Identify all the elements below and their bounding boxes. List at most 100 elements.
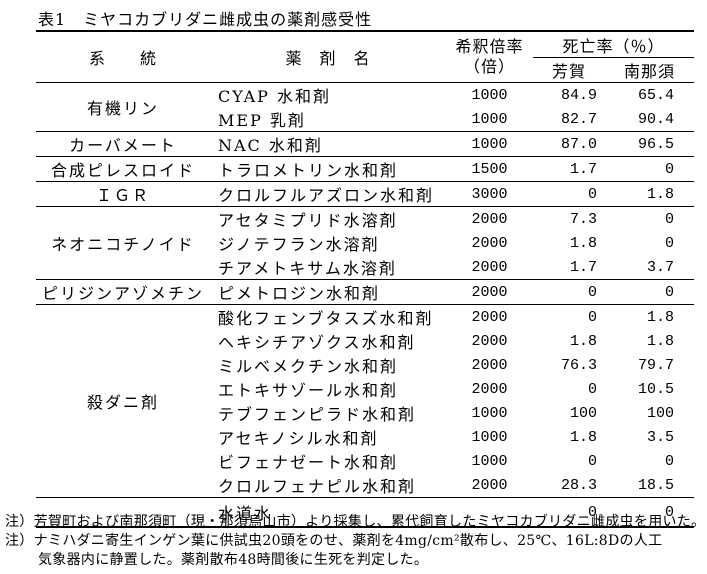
dilution-cell: 1000	[446, 131, 533, 157]
mortality-minaminasu-cell: 1.8	[605, 181, 695, 207]
dilution-cell: 2000	[471, 308, 508, 326]
table-row: ビフェナゼート水和剤 1000 0 0	[36, 449, 694, 473]
group-cell: 合成ピレスロイド	[36, 156, 210, 182]
table-row: 有機リン CYAP 水和剤 1000 84.9 65.4	[36, 82, 694, 132]
mortality-haga-cell: 84.9	[560, 86, 597, 104]
mortality-minaminasu-cell: 1.8	[647, 332, 675, 350]
group-cell: 有機リン	[36, 82, 210, 132]
mortality-haga-cell: 0	[533, 181, 605, 207]
pesticide-cell: ヘキシチアゾクス水和剤	[218, 333, 416, 352]
mortality-minaminasu-cell: 0	[665, 210, 675, 228]
mortality-haga-cell: 0	[587, 380, 597, 398]
mortality-minaminasu-cell: 3.7	[605, 255, 695, 280]
dilution-cell: 1000	[471, 452, 508, 470]
pesticide-cell: チアメトキサム水溶剤	[210, 255, 446, 280]
group-cell: ＩＧＲ	[36, 181, 210, 207]
col-header-haga: 芳賀	[551, 62, 586, 81]
dilution-cell: 1000	[471, 86, 508, 104]
table-row: ネオニコチノイド アセタミプリド水溶剤 2000 7.3 0	[36, 206, 694, 280]
mortality-minaminasu-cell: 90.4	[605, 107, 695, 132]
table-row: カーバメート NAC 水和剤 1000 87.0 96.5	[36, 131, 695, 157]
mortality-haga-cell: 1.8	[569, 428, 597, 446]
mortality-haga-cell: 1.8	[569, 234, 597, 252]
pesticide-cell: ピメトロジン水和剤	[210, 279, 446, 305]
group-cell: ネオニコチノイド	[36, 206, 210, 280]
table-row: クロルフェナピル水和剤 2000 28.3 18.5	[36, 473, 695, 498]
mortality-minaminasu-cell: 100	[647, 404, 675, 422]
table-row: テブフェンピラド水和剤 1000 100 100	[36, 401, 694, 425]
mortality-minaminasu-cell: 3.5	[647, 428, 675, 446]
dilution-cell: 2000	[446, 473, 533, 498]
dilution-cell: 1000	[446, 107, 533, 132]
mortality-haga-cell: 1.7	[533, 156, 605, 182]
dilution-cell: 3000	[446, 181, 533, 207]
dilution-cell: 1500	[446, 156, 533, 182]
pesticide-cell: エトキサゾール水和剤	[218, 381, 399, 400]
table-row: ミルベメクチン水和剤 2000 76.3 79.7	[36, 353, 694, 377]
table-row: ピリジンアゾメチン ピメトロジン水和剤 2000 0 0	[36, 279, 695, 305]
group-cell: 殺ダニ剤	[36, 304, 210, 498]
pesticide-cell: CYAP 水和剤	[218, 87, 331, 106]
mortality-minaminasu-cell: 0	[665, 452, 675, 470]
pesticide-cell: テブフェンピラド水和剤	[218, 405, 417, 424]
dilution-cell: 2000	[471, 356, 508, 374]
mortality-haga-cell: 0	[587, 308, 597, 326]
dilution-cell: 1000	[471, 404, 508, 422]
mortality-haga-cell: 100	[569, 404, 597, 422]
dilution-cell: 2000	[471, 234, 508, 252]
col-header-mortality: 死亡率（％）	[533, 31, 695, 58]
mortality-minaminasu-cell: 65.4	[638, 86, 675, 104]
dilution-cell: 2000	[471, 210, 508, 228]
pesticide-cell: クロルフルアズロン水和剤	[210, 181, 446, 207]
mortality-haga-cell: 1.8	[569, 332, 597, 350]
mortality-minaminasu-cell: 96.5	[605, 131, 695, 157]
note-line: 気象器内に静置した。薬剤散布48時間後に生死を判定した。	[38, 552, 429, 568]
mortality-haga-cell: 1.7	[533, 255, 605, 280]
dilution-cell: 1000	[471, 428, 508, 446]
group-cell: ピリジンアゾメチン	[36, 279, 210, 305]
table-row: ジノテフラン水溶剤 2000 1.8 0	[36, 231, 694, 255]
footnotes: 注）芳賀町および南那須町（現・那須烏山市）より採集し、累代飼育したミヤコカブリダ…	[5, 513, 705, 570]
col-header-pesticide: 薬 剤 名	[285, 49, 371, 68]
mortality-minaminasu-cell: 0	[605, 156, 695, 182]
col-header-minaminasu: 南那須	[624, 62, 676, 81]
pesticide-sensitivity-table: 系 統 薬 剤 名 希釈倍率 （倍） 死亡率（％） 芳賀 南那須 有機リン CYA…	[36, 30, 695, 528]
mortality-minaminasu-cell: 0	[605, 279, 695, 305]
pesticide-cell: ビフェナゼート水和剤	[218, 453, 399, 472]
pesticide-cell: クロルフェナピル水和剤	[210, 473, 446, 498]
mortality-haga-cell: 0	[587, 452, 597, 470]
table-row: 水道水 0 0	[36, 498, 694, 528]
pesticide-cell: NAC 水和剤	[210, 131, 446, 157]
dilution-header-line1: 希釈倍率	[455, 37, 524, 56]
mortality-minaminasu-cell: 0	[665, 234, 675, 252]
note-line: 注）ナミハダニ寄生インゲン葉に供試虫20頭をのせ、薬剤を4mg/cm²散布し、2…	[5, 533, 663, 549]
mortality-minaminasu-cell: 18.5	[605, 473, 695, 498]
pesticide-cell: 水道水	[218, 504, 273, 523]
mortality-haga-cell: 76.3	[560, 356, 597, 374]
pesticide-cell: トラロメトリン水和剤	[210, 156, 446, 182]
dilution-cell: 2000	[446, 255, 533, 280]
table-caption: 表1 ミヤコカブリダニ雌成虫の薬剤感受性	[38, 10, 373, 29]
mortality-minaminasu-cell: 0	[665, 503, 675, 521]
pesticide-cell: MEP 乳剤	[210, 107, 446, 132]
mortality-haga-cell: 87.0	[533, 131, 605, 157]
mortality-haga-cell: 28.3	[533, 473, 605, 498]
mortality-haga-cell: 0	[533, 279, 605, 305]
mortality-minaminasu-cell: 10.5	[638, 380, 675, 398]
mortality-minaminasu-cell: 1.8	[647, 308, 675, 326]
pesticide-cell: ジノテフラン水溶剤	[218, 235, 380, 254]
pesticide-cell: 酸化フェンブタスズ水和剤	[218, 309, 434, 328]
mortality-haga-cell: 7.3	[569, 210, 597, 228]
mortality-haga-cell: 82.7	[533, 107, 605, 132]
table-row: エトキサゾール水和剤 2000 0 10.5	[36, 377, 694, 401]
table-row: 合成ピレスロイド トラロメトリン水和剤 1500 1.7 0	[36, 156, 695, 182]
pesticide-cell: アセキノシル水和剤	[218, 429, 379, 448]
dilution-cell: 2000	[446, 279, 533, 305]
table-row: ＩＧＲ クロルフルアズロン水和剤 3000 0 1.8	[36, 181, 695, 207]
table-header: 系 統 薬 剤 名 希釈倍率 （倍） 死亡率（％） 芳賀 南那須	[36, 31, 695, 83]
table-row: アセキノシル水和剤 1000 1.8 3.5	[36, 425, 694, 449]
group-cell: カーバメート	[36, 131, 210, 157]
mortality-haga-cell: 0	[587, 503, 597, 521]
col-header-group: 系 統	[88, 49, 157, 68]
table-row: チアメトキサム水溶剤 2000 1.7 3.7	[36, 255, 695, 280]
